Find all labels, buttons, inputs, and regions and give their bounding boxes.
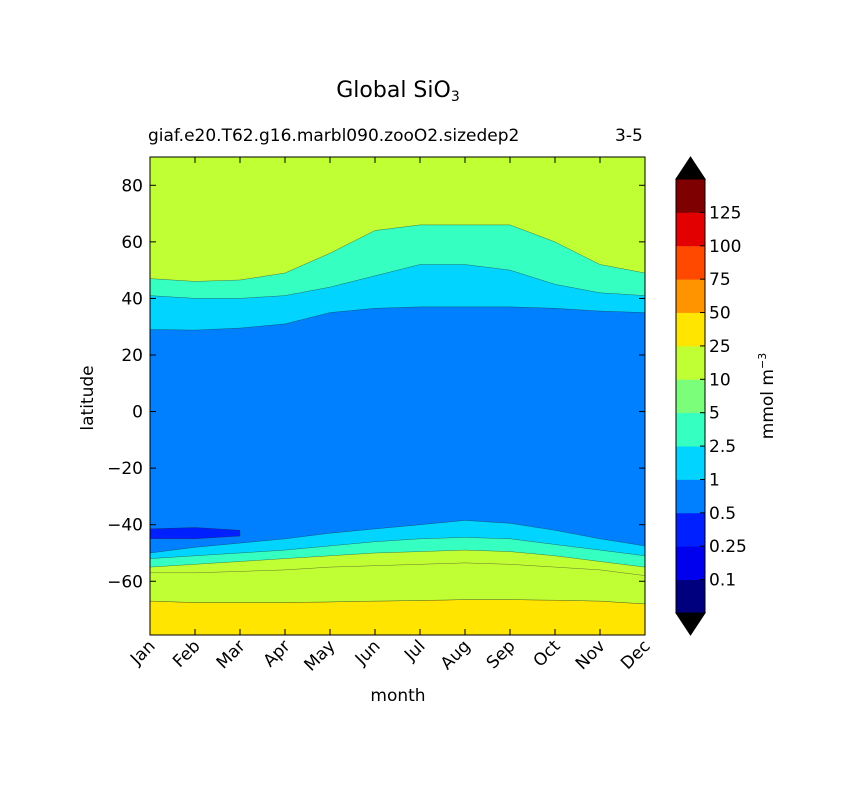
colorbar-tick-label: 50 <box>709 304 731 324</box>
colorbar-frame <box>675 178 706 614</box>
y-tick-label: 20 <box>121 346 143 366</box>
colorbar-tick-label: 2.5 <box>709 437 736 457</box>
colorbar-segment <box>676 212 705 247</box>
colorbar-extend-top <box>675 156 706 180</box>
colorbar-segment <box>676 579 705 614</box>
colorbar-segment <box>676 546 705 581</box>
x-tick-label: Jul <box>400 636 429 665</box>
x-tick-label: Mar <box>213 636 250 673</box>
x-tick-label: Feb <box>169 636 204 671</box>
y-tick-label: −40 <box>107 516 143 536</box>
colorbar-segment <box>676 446 705 480</box>
chart-title-text: Global SiO <box>336 78 451 103</box>
colorbar-segment <box>676 179 705 213</box>
chart-subtitle-run: giaf.e20.T62.g16.marbl090.zooO2.sizedep2 <box>148 126 520 146</box>
colorbar-segment <box>676 279 705 313</box>
chart-title-subscript: 3 <box>450 89 460 105</box>
colorbar-segment <box>676 312 705 347</box>
y-tick-label: 40 <box>121 289 143 309</box>
colorbar-tick-label: 75 <box>709 270 731 290</box>
plot-area <box>150 157 645 635</box>
colorbar-tick-label: 0.25 <box>709 537 747 557</box>
colorbar: 0.1 0.25 0.5 1 2.5 5 10 25 50 75 100 125 <box>675 156 747 636</box>
colorbar-tick-label: 125 <box>709 203 741 223</box>
contour-band-1-2.5 <box>150 306 645 554</box>
chart-title: Global SiO3 <box>0 78 796 105</box>
y-tick-label: 80 <box>121 176 143 196</box>
x-tick-label: May <box>301 636 340 675</box>
colorbar-segment <box>676 345 705 380</box>
x-tick-label: Jan <box>126 636 159 669</box>
colorbar-segment <box>676 245 705 280</box>
contour-band-25-50 <box>150 599 645 635</box>
chart-subtitle-depth: 3-5 <box>615 126 643 146</box>
colorbar-tick-label: 1 <box>709 470 720 490</box>
x-tick-label: Apr <box>260 636 295 671</box>
colorbar-segment <box>676 479 705 514</box>
colorbar-segment <box>676 412 705 447</box>
x-tick-label: Jun <box>351 636 385 670</box>
colorbar-tick-label: 0.5 <box>709 504 736 524</box>
y-tick-label: 60 <box>121 233 143 253</box>
colorbar-tick-label: 0.1 <box>709 571 736 591</box>
x-axis-label: month <box>370 686 426 706</box>
y-tick-label: −60 <box>107 572 143 592</box>
colorbar-segment <box>676 512 705 547</box>
colorbar-tick-label: 5 <box>709 404 720 424</box>
contour-band-0.5-1 <box>150 527 241 540</box>
y-tick-label: 0 <box>132 403 143 423</box>
plot-frame <box>149 156 646 636</box>
x-tick-label: Oct <box>530 636 565 671</box>
x-tick-label: Nov <box>572 636 610 674</box>
y-tick-label: −20 <box>107 459 143 479</box>
x-tick-label: Dec <box>617 636 654 673</box>
colorbar-extend-bottom <box>675 612 706 636</box>
colorbar-tick-label: 100 <box>709 237 741 257</box>
x-tick-label: Sep <box>483 636 520 673</box>
contour-band-10-25 <box>150 562 645 605</box>
colorbar-tick-label: 10 <box>709 370 731 390</box>
colorbar-segment <box>676 379 705 414</box>
x-tick-label: Aug <box>437 636 475 674</box>
colorbar-tick-label: 25 <box>709 337 731 357</box>
